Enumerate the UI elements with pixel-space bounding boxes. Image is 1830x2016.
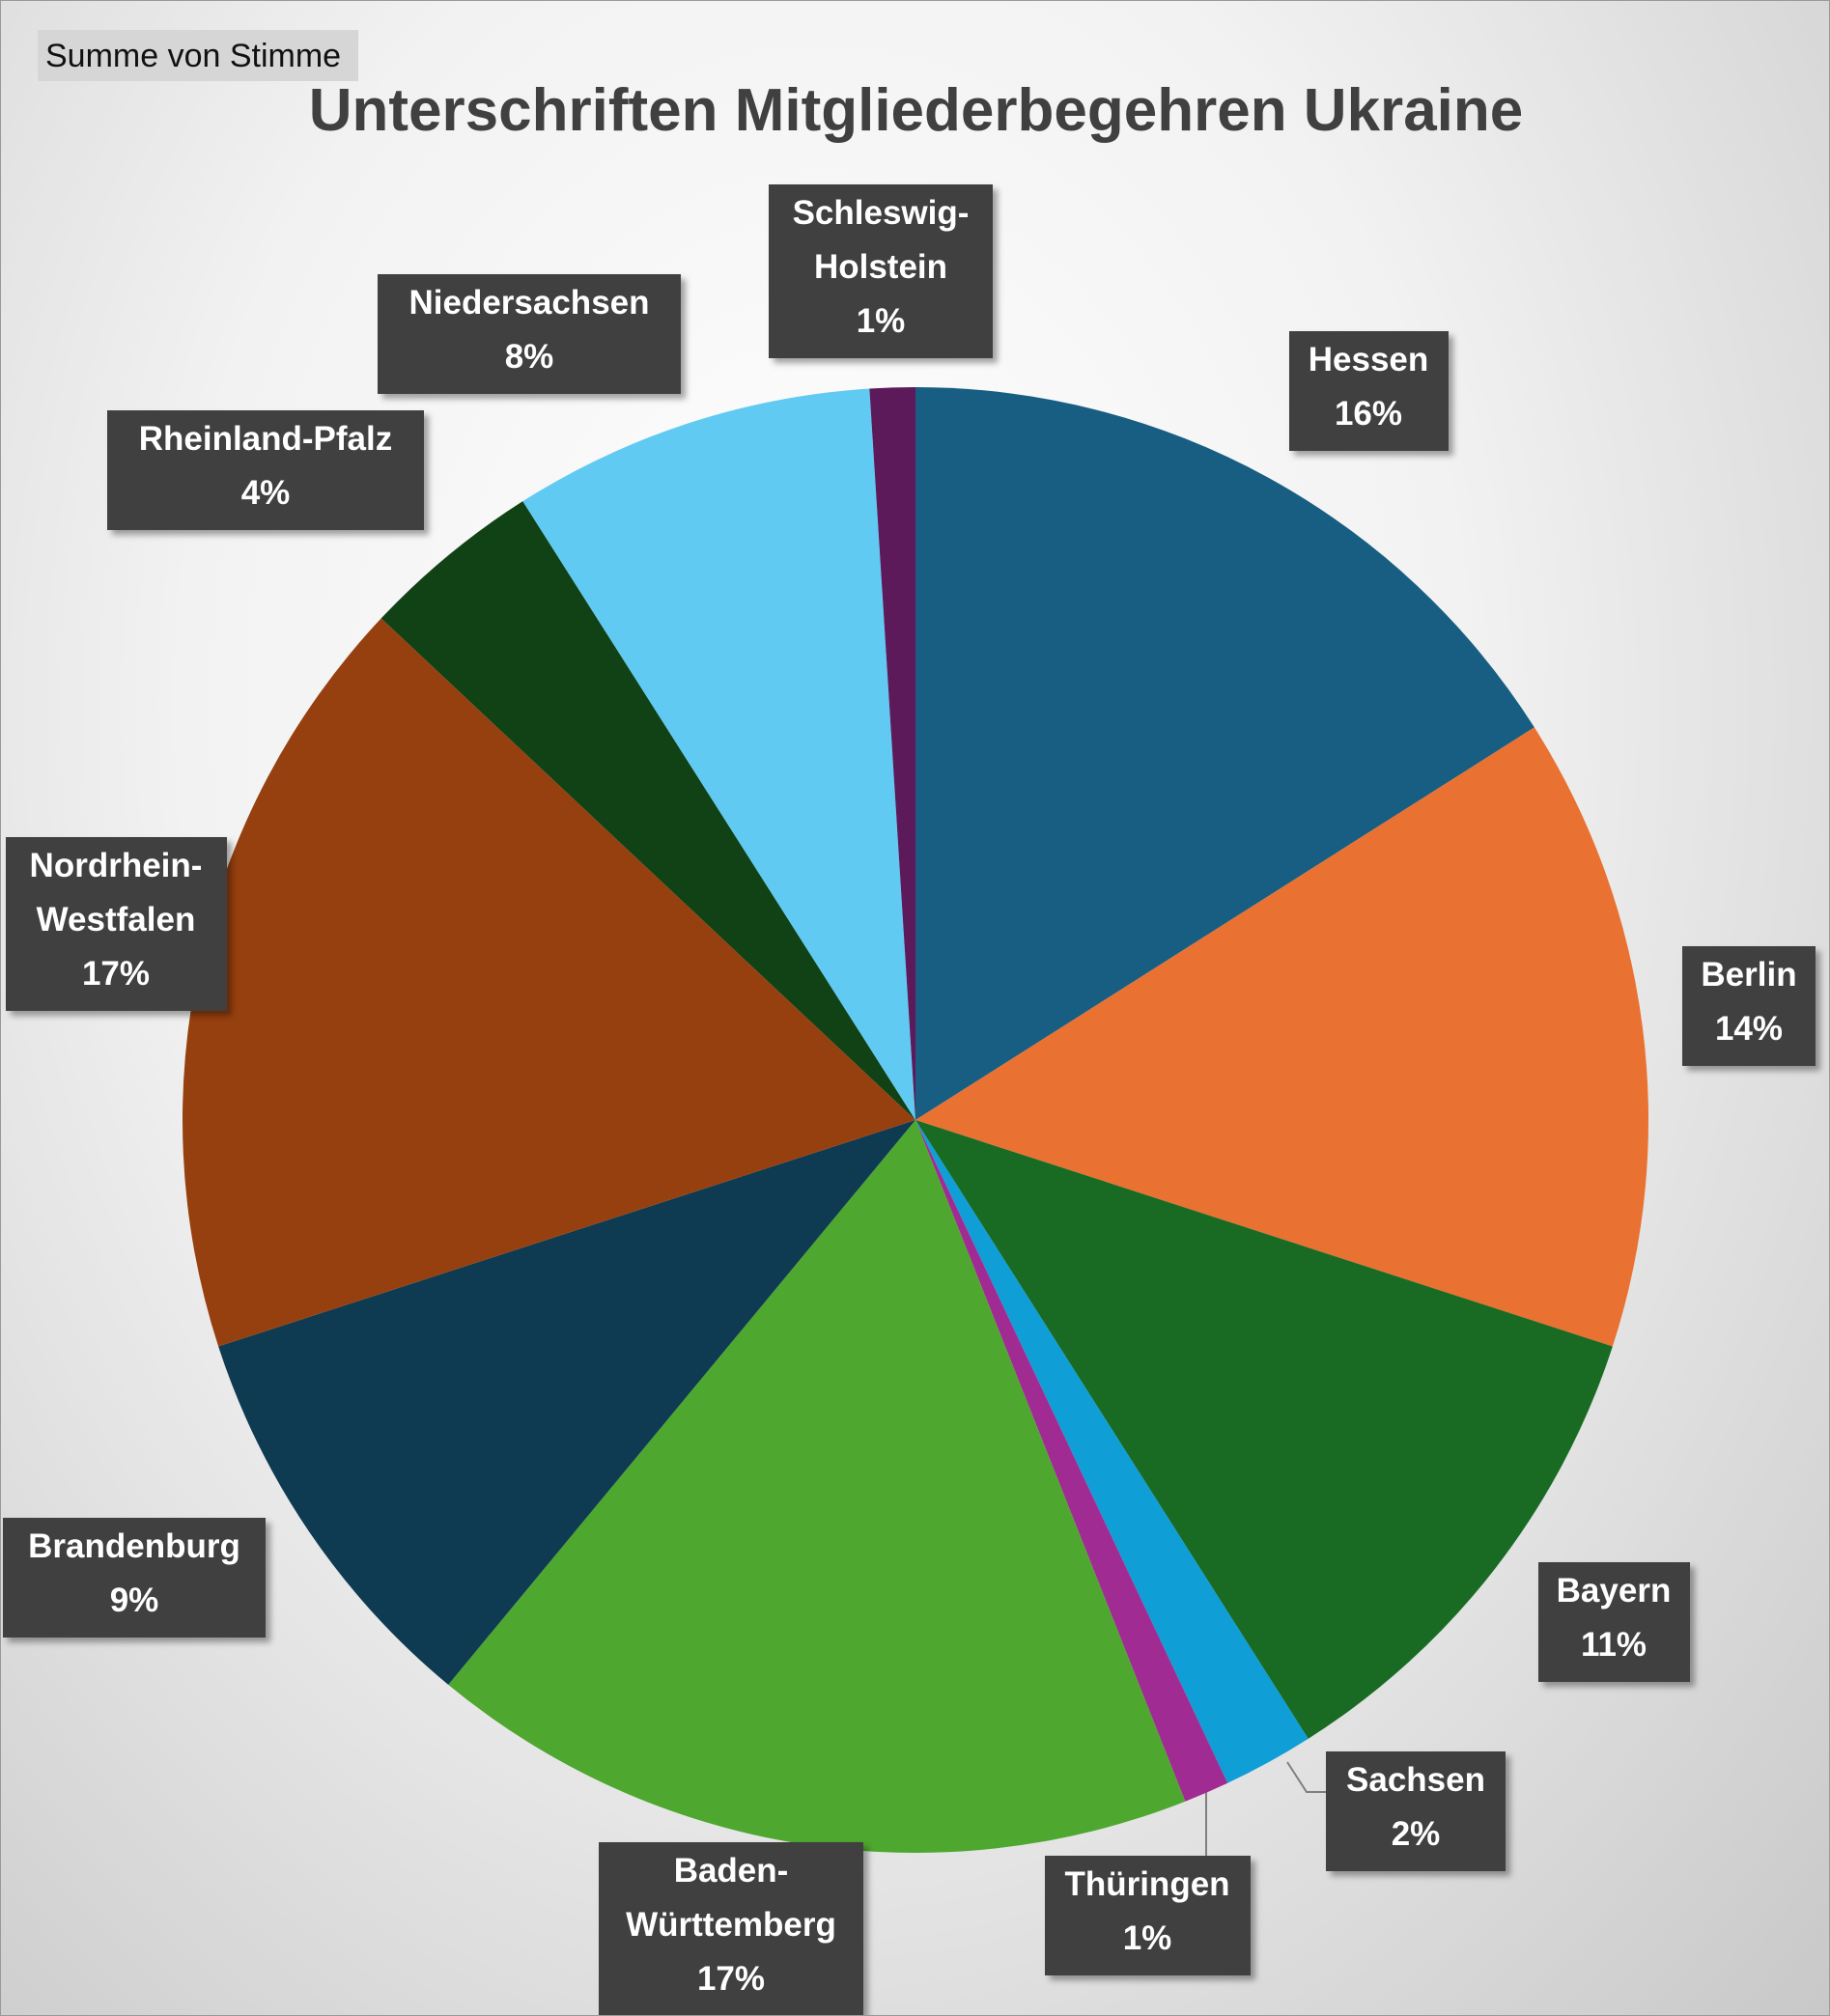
value-label: 8% [504, 338, 554, 376]
value-label: 16% [1334, 395, 1403, 433]
pie-slice [915, 387, 1534, 1120]
data-label: Sachsen 2% [1326, 1751, 1506, 1871]
value-label: 1% [1122, 1919, 1172, 1957]
pie-slice [448, 1120, 1186, 1853]
data-label: Rheinland-Pfalz 4% [107, 410, 424, 530]
data-label: Baden-Württemberg 17% [599, 1842, 863, 2015]
category-label: Thüringen [1064, 1865, 1230, 1903]
category-label: Berlin [1701, 956, 1797, 994]
data-label: Berlin 14% [1682, 946, 1816, 1066]
pie-slice [380, 501, 916, 1120]
data-label: Schleswig-Holstein 1% [769, 184, 993, 358]
category-label: Schleswig-Holstein [792, 194, 970, 286]
pie-slice [915, 1120, 1613, 1739]
data-label: Nordrhein-Westfalen 17% [5, 837, 227, 1011]
data-label: Bayern 11% [1537, 1562, 1690, 1682]
pie-slice [915, 1120, 1228, 1802]
pie-slice [915, 1120, 1309, 1783]
pivot-field-button[interactable]: Summe von Stimme [38, 30, 359, 81]
value-label: 1% [856, 302, 906, 340]
category-label: Nordrhein-Westfalen [29, 847, 203, 938]
category-label: Brandenburg [28, 1527, 240, 1565]
leader-line [1286, 1761, 1326, 1793]
data-label: Niedersachsen 8% [378, 274, 681, 394]
pie-slice [915, 727, 1649, 1347]
pie-slice [182, 618, 915, 1347]
category-label: Rheinland-Pfalz [138, 420, 393, 458]
value-label: 14% [1714, 1010, 1784, 1048]
value-label: 2% [1391, 1815, 1441, 1853]
chart-title: Unterschriften Mitgliederbegehren Ukrain… [308, 77, 1524, 144]
pie-slice [869, 387, 915, 1120]
value-label: 17% [81, 955, 151, 993]
data-label: Hessen 16% [1288, 331, 1449, 451]
data-label: Thüringen 1% [1044, 1856, 1251, 1975]
value-label: 9% [109, 1582, 159, 1619]
value-label: 17% [696, 1960, 766, 1998]
category-label: Bayern [1556, 1572, 1672, 1610]
pie-slice [218, 1120, 916, 1685]
category-label: Hessen [1308, 341, 1429, 378]
pie-slice [522, 388, 915, 1121]
value-label: 4% [240, 474, 291, 512]
data-label: Brandenburg 9% [3, 1518, 266, 1638]
category-label: Sachsen [1346, 1761, 1485, 1799]
category-label: Baden-Württemberg [626, 1852, 836, 1944]
value-label: 11% [1580, 1626, 1647, 1664]
category-label: Niedersachsen [408, 284, 650, 322]
